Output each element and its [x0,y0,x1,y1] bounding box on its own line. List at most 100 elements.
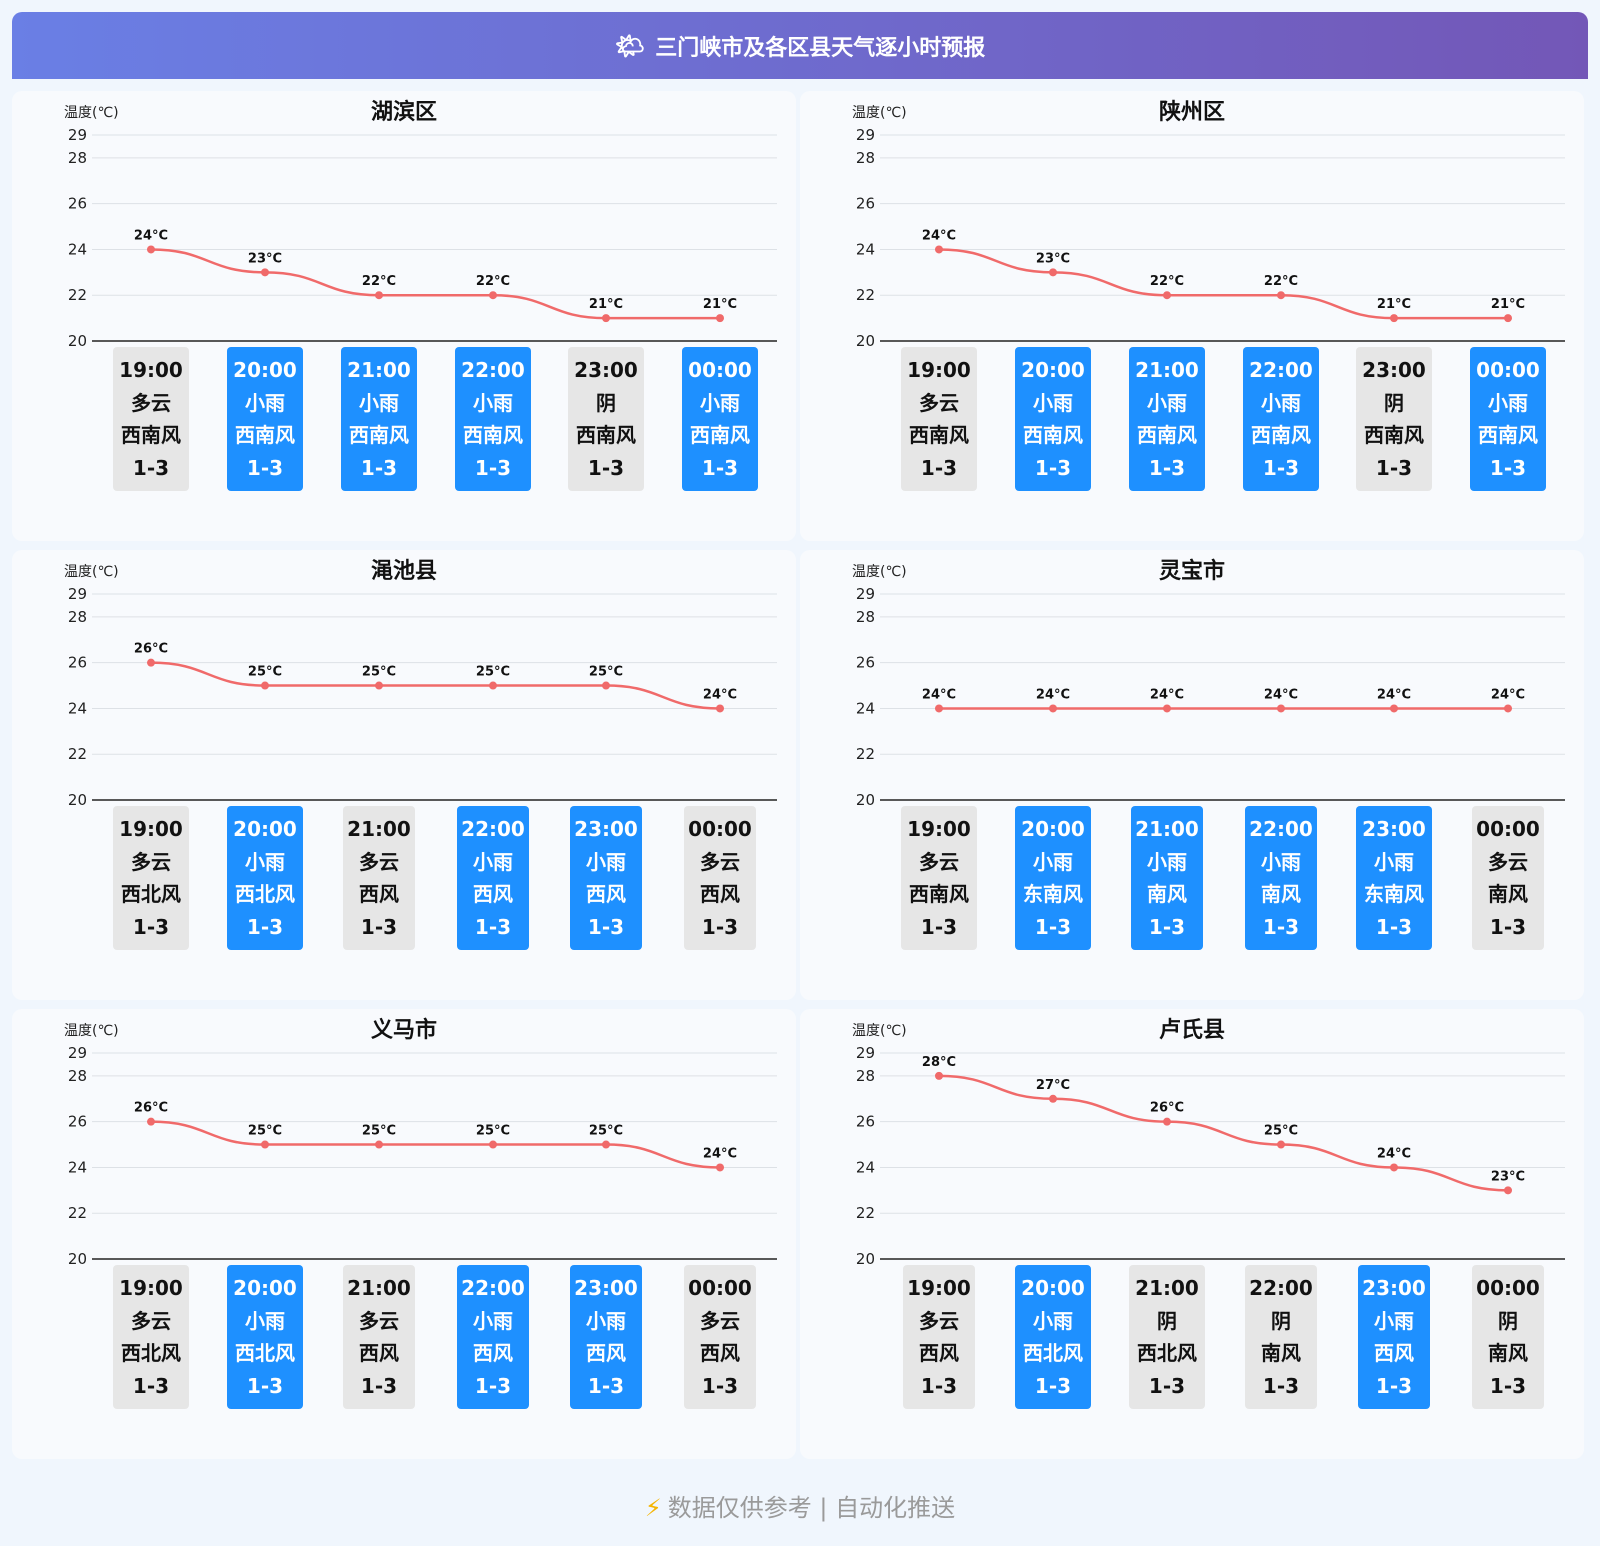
y-tick-label: 22 [68,1204,87,1222]
temperature-point [602,314,610,323]
y-tick-label: 20 [856,332,875,350]
wind-level: 1-3 [1489,1373,1527,1398]
hour-label: 21:00 [1135,1276,1199,1301]
wind-level: 1-3 [1148,455,1186,480]
temperature-point [935,704,943,713]
weather-label: 小雨 [1147,849,1187,874]
temperature-point [1277,1140,1285,1149]
temperature-point [1163,291,1171,300]
hour-label: 21:00 [1135,358,1199,383]
weather-label: 多云 [1488,849,1528,874]
weather-label: 阴 [596,390,616,415]
temperature-data-label: 22°C [1264,274,1298,289]
wind-level: 1-3 [587,1373,625,1398]
hour-label: 22:00 [1249,817,1313,842]
hour-forecast-tile: 20:00 小雨 西南风 1-3 [1015,347,1091,491]
y-tick-label: 22 [68,745,87,763]
wind-direction: 西南风 [576,423,636,448]
y-tick-label: 24 [68,1158,87,1176]
weather-label: 小雨 [1033,1308,1073,1333]
hour-label: 22:00 [461,358,525,383]
temperature-data-label: 25°C [248,1124,282,1139]
temperature-point [1390,704,1398,713]
wind-direction: 西风 [473,882,513,907]
weather-label: 小雨 [1374,1308,1414,1333]
temperature-point [1277,291,1285,300]
hour-label: 21:00 [347,1276,411,1301]
temperature-data-label: 25°C [362,665,396,680]
weather-label: 阴 [1271,1308,1291,1333]
hour-label: 21:00 [347,817,411,842]
y-axis-label: 温度(℃) [852,1023,907,1039]
wind-level: 1-3 [1148,1373,1186,1398]
footer-text: 数据仅供参考 | 自动化推送 [667,1494,956,1522]
chart-card: 渑池县 温度(℃) 20 22 24 26 28 29 26°C 25°C 25°C 25°C 25°C… [12,550,796,1000]
hour-forecast-tile: 00:00 多云 西风 1-3 [684,1265,756,1409]
wind-level: 1-3 [132,914,170,939]
hour-label: 23:00 [574,358,638,383]
wind-direction: 西风 [586,1341,626,1366]
temperature-point [935,245,943,254]
hour-forecast-tile: 22:00 小雨 西风 1-3 [457,806,529,950]
hour-label: 19:00 [907,358,971,383]
chart-title: 渑池县 [371,559,437,584]
wind-level: 1-3 [360,455,398,480]
temperature-data-label: 24°C [922,687,956,702]
y-tick-label: 26 [856,1113,875,1131]
wind-level: 1-3 [474,455,512,480]
hour-label: 00:00 [1476,817,1540,842]
weather-label: 小雨 [1033,849,1073,874]
wind-direction: 西风 [359,882,399,907]
temperature-data-label: 24°C [1264,687,1298,702]
wind-level: 1-3 [920,914,958,939]
hour-label: 19:00 [119,1276,183,1301]
hour-label: 00:00 [688,1276,752,1301]
y-axis-label: 温度(℃) [64,564,119,580]
y-tick-label: 29 [68,1044,87,1062]
wind-level: 1-3 [474,914,512,939]
temperature-point [1163,1117,1171,1126]
wind-level: 1-3 [701,914,739,939]
y-tick-label: 26 [68,195,87,213]
temperature-point [935,1071,943,1080]
temperature-point [375,291,383,300]
hour-forecast-tile: 23:00 小雨 西风 1-3 [1358,1265,1430,1409]
wind-direction: 西南风 [235,423,295,448]
wind-level: 1-3 [701,455,739,480]
wind-direction: 西风 [359,1341,399,1366]
weather-label: 小雨 [359,390,399,415]
chart-title: 湖滨区 [371,99,437,125]
hour-forecast-tile: 21:00 多云西风 1-3 [343,806,415,950]
hour-label: 20:00 [233,358,297,383]
hour-label: 23:00 [574,817,638,842]
weather-label: 多云 [359,849,399,874]
wind-direction: 西南风 [463,423,523,448]
wind-direction: 南风 [1488,882,1528,907]
hour-forecast-tile: 23:00 小雨 东南风 1-3 [1356,806,1432,950]
hour-forecast-tile: 23:00 小雨 西风 1-3 [570,806,642,950]
hour-forecast-tile: 21:00 小雨 西南风 1-3 [1129,347,1205,491]
wind-level: 1-3 [1375,455,1413,480]
wind-level: 1-3 [132,455,170,480]
wind-direction: 西北风 [235,882,295,907]
temperature-series-line [150,248,720,320]
temperature-point [261,681,269,690]
hour-label: 20:00 [1021,358,1085,383]
weather-label: 小雨 [1147,390,1187,415]
hour-label: 00:00 [1476,1276,1540,1301]
y-tick-label: 20 [856,791,875,809]
wind-direction: 西南风 [1251,423,1311,448]
weather-label: 多云 [700,849,740,874]
temperature-point [489,681,497,690]
wind-level: 1-3 [360,1373,398,1398]
hour-forecast-tile: 00:00 多云 西风 1-3 [684,806,756,950]
temperature-point [375,681,383,690]
weather-label: 阴 [1384,390,1404,415]
wind-level: 1-3 [360,914,398,939]
hour-label: 20:00 [1021,1276,1085,1301]
temperature-chart: 湖滨区 温度(℃) 20 22 24 26 28 29 24°C 23°C 22°C 22°C 21°C… [64,99,777,350]
wind-level: 1-3 [246,914,284,939]
temperature-series-line [938,1074,1509,1192]
hour-forecast-tile: 20:00 小雨 东南风 1-3 [1015,806,1091,950]
chart-card: 陕州区 温度(℃) 20 22 24 26 28 29 24°C 23°C 22°C 22°C 21°C… [800,91,1584,541]
